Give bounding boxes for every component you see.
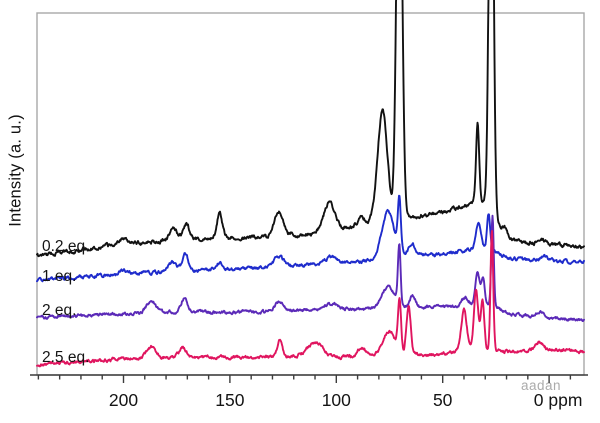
series-label: 2.5 eq. <box>42 349 89 366</box>
trace-1-eq <box>36 194 585 283</box>
x-tick-label: 0 ppm <box>534 390 583 410</box>
series-label: 0.2 eq. <box>42 238 89 255</box>
series-label: 1 eq. <box>42 268 76 285</box>
x-tick-label: 150 <box>215 390 244 410</box>
y-axis-label: Intensity (a. u.) <box>6 114 25 227</box>
x-tick-label: 100 <box>322 390 351 410</box>
trace-2-eq <box>36 214 585 323</box>
plot-frame <box>36 12 585 376</box>
x-tick-label: 50 <box>433 390 453 410</box>
trace-2.5-eq <box>36 230 585 368</box>
trace-0.2-eq <box>36 0 585 258</box>
x-tick-label: 200 <box>109 390 138 410</box>
series-label: 2 eq. <box>42 302 76 319</box>
watermark: aadan <box>521 378 561 393</box>
